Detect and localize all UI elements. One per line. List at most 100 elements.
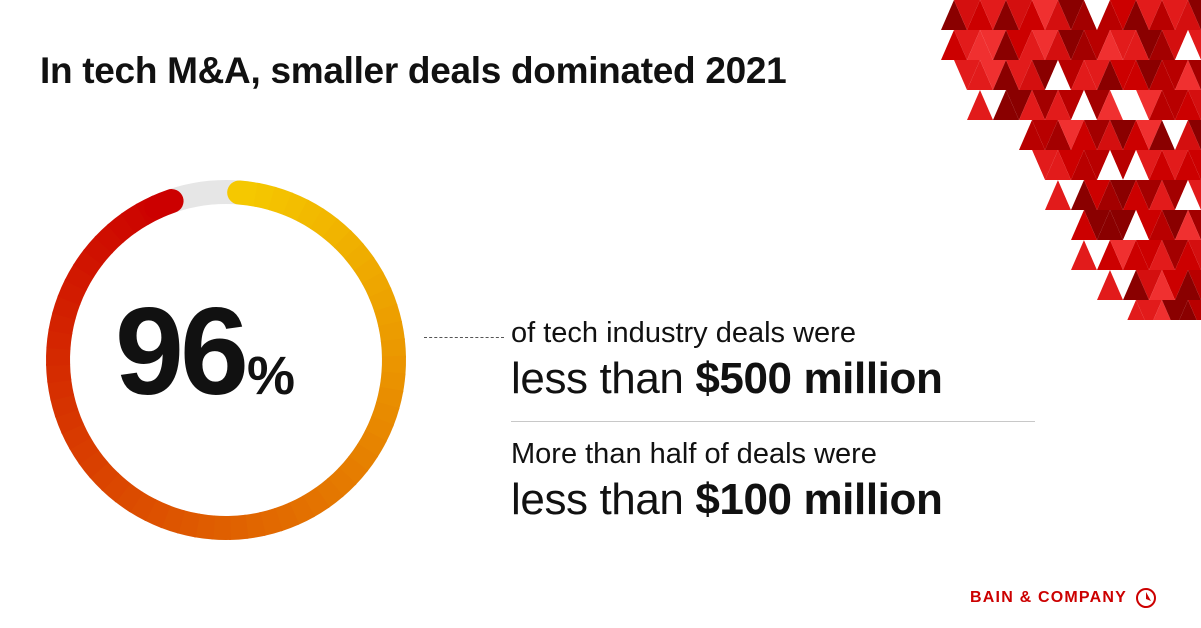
triangle-tile: [1123, 210, 1149, 240]
donut-arc-segment: [94, 223, 125, 254]
donut-arc-segment: [243, 512, 266, 539]
donut-arc-segment: [64, 263, 95, 292]
donut-arc-segment: [61, 422, 91, 450]
triangle-tile: [1019, 60, 1045, 90]
triangle-tile: [967, 90, 993, 120]
triangle-tile: [1071, 60, 1097, 90]
triangle-tile: [1058, 30, 1084, 60]
decorative-triangle-pattern: [941, 0, 1201, 320]
donut-chart: [46, 180, 406, 540]
triangle-tile: [1123, 240, 1149, 270]
brand-logo: BAIN & COMPANY: [970, 587, 1157, 609]
triangle-tile: [993, 30, 1019, 60]
triangle-tile: [1071, 180, 1097, 210]
triangle-tile: [1097, 60, 1123, 90]
triangle-tile: [1006, 120, 1032, 150]
triangle-tile: [1136, 210, 1162, 240]
triangle-tile: [1188, 300, 1201, 320]
donut-arc-segment: [253, 182, 277, 211]
donut-arc-segment: [52, 294, 81, 320]
donut-arc-segment: [128, 491, 157, 522]
triangle-tile: [993, 0, 1019, 30]
triangle-tile: [1136, 120, 1162, 150]
triangle-tile: [1006, 90, 1032, 120]
triangle-tile: [1097, 150, 1123, 180]
facts-block: of tech industry deals were less than $5…: [511, 315, 1041, 528]
donut-arc-segment: [282, 192, 310, 222]
donut-arc-segment: [368, 287, 398, 314]
triangle-tile: [1045, 60, 1071, 90]
donut-arc-segment: [353, 256, 384, 285]
triangle-tile: [1149, 30, 1175, 60]
triangle-tile: [1110, 0, 1136, 30]
donut-arc-segment: [228, 514, 249, 540]
donut-arc-segment: [83, 235, 114, 266]
donut-arc-segment: [378, 320, 405, 343]
triangle-tile: [1084, 150, 1110, 180]
triangle-tile: [1162, 90, 1188, 120]
triangle-tile: [1127, 300, 1145, 320]
triangle-tile: [1097, 120, 1123, 150]
donut-arc-segment: [144, 189, 184, 220]
donut-arc-segment: [50, 393, 79, 418]
triangle-tile: [1032, 90, 1058, 120]
triangle-tile: [967, 30, 993, 60]
triangle-tile: [1149, 0, 1175, 30]
triangle-tile: [993, 60, 1019, 90]
triangle-tile: [1110, 90, 1136, 120]
triangle-tile: [1097, 0, 1123, 30]
triangle-tile: [1162, 210, 1188, 240]
triangle-tile: [1162, 270, 1188, 300]
donut-arc-segment: [364, 415, 394, 443]
stat-unit: %: [246, 346, 295, 406]
triangle-tile: [1032, 60, 1058, 90]
donut-arc-segment: [361, 271, 392, 299]
triangle-tile: [1136, 30, 1162, 60]
triangle-tile: [1175, 210, 1201, 240]
triangle-tile: [1110, 210, 1136, 240]
donut-arc-segment: [57, 278, 87, 306]
donut-arc-segment: [211, 515, 231, 540]
triangle-tile: [1084, 240, 1110, 270]
triangle-tile: [1175, 180, 1201, 210]
triangle-tile: [1019, 90, 1045, 120]
triangle-tile: [1084, 180, 1110, 210]
triangle-tile: [1110, 270, 1136, 300]
triangle-tile: [1045, 180, 1071, 210]
triangle-tile: [1188, 120, 1201, 150]
triangle-tile: [954, 60, 980, 90]
triangle-tile: [1071, 240, 1097, 270]
donut-arc-segment: [314, 477, 344, 509]
donut-arc-segment: [356, 429, 387, 458]
triangle-tile: [980, 60, 1006, 90]
donut-arc-segment: [337, 455, 368, 486]
triangle-tile: [967, 0, 993, 30]
donut-arc-segment: [73, 249, 104, 278]
triangle-tile: [1110, 60, 1136, 90]
triangle-tile: [980, 90, 1006, 120]
donut-arc-segment: [194, 513, 216, 540]
triangle-tile: [1123, 120, 1149, 150]
facts-divider: [511, 421, 1035, 422]
triangle-tile: [980, 30, 1006, 60]
triangle-tile: [1175, 30, 1201, 60]
triangle-tile: [1110, 180, 1136, 210]
triangle-tile: [1084, 30, 1110, 60]
donut-arc-segment: [370, 401, 400, 427]
triangle-tile: [1188, 240, 1201, 270]
page-title: In tech M&A, smaller deals dominated 202…: [40, 50, 787, 91]
triangle-tile: [1058, 180, 1084, 210]
triangle-tile: [954, 30, 980, 60]
connector-line: [424, 337, 504, 338]
triangle-tile: [1084, 90, 1110, 120]
triangle-tile: [1071, 0, 1097, 30]
triangle-tile: [1097, 240, 1123, 270]
triangle-tile: [1045, 30, 1071, 60]
triangle-tile: [1162, 0, 1188, 30]
donut-arc-segment: [46, 363, 72, 384]
triangle-tile: [1162, 180, 1188, 210]
triangle-tile: [1045, 0, 1071, 30]
triangle-tile: [1058, 150, 1084, 180]
triangle-tile: [1097, 30, 1123, 60]
triangle-tile: [1136, 180, 1162, 210]
